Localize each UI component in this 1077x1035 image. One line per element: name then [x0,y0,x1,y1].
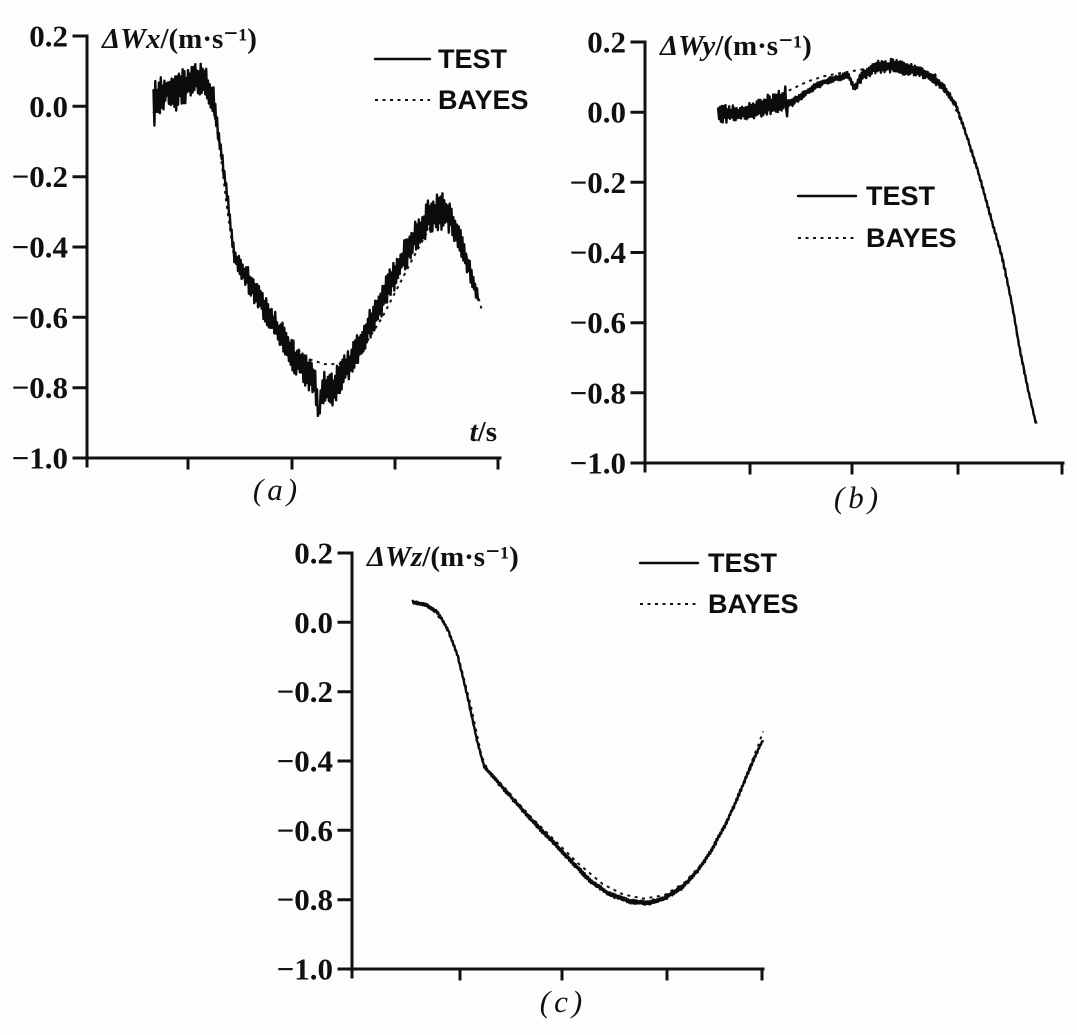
legend-label-test: TEST [866,181,936,211]
y-tick-label: 0.2 [29,19,68,54]
y-tick-label: −0.2 [570,165,626,200]
y-tick-label: −0.4 [277,744,333,779]
chart-c: 0.2 0.0 −0.2 −0.4 −0.6 −0.8 −1.0 ΔWz/(m·s⁻¹) TES… [277,536,799,1020]
y-axis-label: ΔWy/(m·s⁻¹) [659,30,812,62]
y-tick-label: −1.0 [570,446,626,481]
legend-label-test: TEST [438,44,508,74]
y-tick-label: −1.0 [12,441,68,476]
y-tick-label: −0.4 [570,235,626,270]
x-axis-label-unit: /s [477,416,497,448]
y-tick-label: 0.0 [294,605,333,640]
y-tick-label: −0.6 [277,813,333,848]
y-tick-label: −0.8 [277,882,333,917]
y-tick-label: −1.0 [277,952,333,987]
y-tick-label: −0.2 [12,159,68,194]
chart-caption: (a) [253,472,301,507]
test-curve [411,599,764,906]
y-tick-label: −0.4 [12,230,68,265]
chart-caption: (c) [540,984,586,1019]
y-axis-label: ΔWx/(m·s⁻¹) [101,23,257,55]
y-tick-label: −0.8 [12,370,68,405]
test-curve [152,62,480,418]
legend-label-test: TEST [708,548,778,578]
axes [337,551,765,981]
y-tick-label: 0.0 [587,95,626,130]
y-tick-label: 0.2 [294,536,333,571]
y-axis-label-unit: /(m·s⁻¹) [159,23,257,55]
y-tick-label: −0.6 [12,300,68,335]
axes [72,34,502,470]
x-axis-label: t/s [470,416,497,448]
y-tick-label: −0.8 [570,375,626,410]
y-axis-label-unit: /(m·s⁻¹) [714,30,812,62]
y-tick-label: −0.2 [277,674,333,709]
y-tick-label: 0.2 [587,25,626,60]
test-curve [716,57,1037,424]
y-axis-label-var: ΔWz [366,541,423,573]
y-axis-label-var: ΔWy [659,30,715,62]
chart-b: 0.2 0.0 −0.2 −0.4 −0.6 −0.8 −1.0 ΔWy/(m·s⁻¹) TES… [570,25,1065,515]
chart-a: 0.2 0.0 −0.2 −0.4 −0.6 −0.8 −1.0 ΔWx/(m·s⁻¹) t/s… [12,19,529,508]
y-axis-label-unit: /(m·s⁻¹) [421,541,519,573]
chart-caption: (b) [834,480,882,515]
y-tick-label: −0.6 [570,305,626,340]
y-axis-label-var: ΔWx [101,23,160,55]
y-axis-label: ΔWz/(m·s⁻¹) [366,541,519,573]
legend-label-bayes: BAYES [866,223,957,253]
axes [630,40,1065,475]
legend-label-bayes: BAYES [708,589,799,619]
y-tick-label: 0.0 [29,89,68,124]
legend-label-bayes: BAYES [438,85,529,115]
x-axis-label-var: t [470,416,479,448]
